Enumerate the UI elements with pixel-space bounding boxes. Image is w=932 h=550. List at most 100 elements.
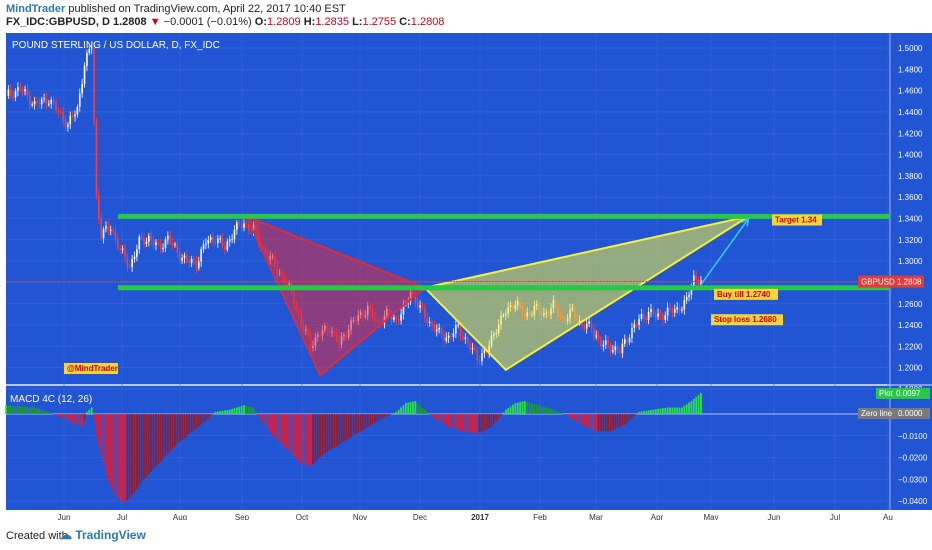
tradingview-logo[interactable]: ☁ TradingView bbox=[60, 528, 146, 542]
candle-body bbox=[126, 257, 129, 267]
macd-bar bbox=[357, 414, 360, 433]
macd-bar bbox=[443, 414, 445, 425]
macd-bar bbox=[700, 392, 702, 414]
chart-area[interactable]: 1.5000 1.4800 1.4600 1.4400 1.4200 1.4000 1.38… bbox=[0, 0, 932, 520]
macd-bar bbox=[497, 414, 500, 419]
macd-bar bbox=[257, 414, 260, 416]
candle-body bbox=[681, 309, 683, 311]
macd-bar bbox=[521, 401, 524, 414]
candle-body bbox=[181, 258, 183, 261]
candle-body bbox=[600, 338, 602, 347]
macd-bar bbox=[216, 411, 219, 414]
candle-body bbox=[433, 325, 436, 332]
candle-body bbox=[393, 317, 395, 320]
candle-body bbox=[78, 93, 81, 107]
macd-bar bbox=[197, 414, 200, 427]
macd-bar bbox=[235, 407, 238, 414]
candle-body bbox=[638, 318, 640, 325]
macd-bar bbox=[478, 414, 481, 433]
macd-bar bbox=[481, 414, 483, 432]
macd-bar bbox=[659, 408, 662, 414]
macd-bar bbox=[542, 406, 545, 414]
macd-bar bbox=[557, 411, 560, 414]
macd-bar bbox=[119, 414, 122, 500]
candle-body bbox=[207, 239, 210, 244]
candle-body bbox=[585, 323, 588, 329]
price-tick-label: 1.2200 bbox=[898, 342, 923, 351]
macd-bar bbox=[385, 414, 388, 417]
candle-body bbox=[669, 307, 671, 310]
macd-bar bbox=[131, 414, 134, 496]
macd-bar bbox=[431, 414, 433, 417]
macd-bar bbox=[231, 408, 233, 414]
macd-bar bbox=[471, 414, 474, 433]
macd-bar bbox=[281, 414, 283, 445]
price-tick-label: 1.3800 bbox=[898, 172, 923, 181]
watermark-label: @MindTrader bbox=[67, 364, 118, 373]
macd-bar bbox=[190, 414, 193, 433]
macd-bar bbox=[166, 414, 169, 454]
macd-bar bbox=[554, 410, 557, 414]
plot-badge-bg bbox=[876, 388, 930, 399]
candle-body bbox=[193, 258, 195, 261]
macd-bar bbox=[402, 405, 405, 414]
macd-bar bbox=[616, 414, 619, 429]
candle-body bbox=[588, 321, 590, 324]
time-tick-label: Mar bbox=[589, 513, 603, 520]
candle-body bbox=[640, 314, 643, 319]
symbol-label: FX_IDC:GBPUSD, D bbox=[6, 16, 110, 28]
candle-body bbox=[414, 293, 417, 303]
candle-body bbox=[595, 335, 598, 337]
macd-bar bbox=[588, 414, 590, 429]
time-tick-label: 2017 bbox=[471, 513, 489, 520]
macd-bar bbox=[493, 414, 495, 425]
candle-body bbox=[659, 313, 662, 316]
macd-bar bbox=[7, 405, 10, 414]
last-price-badge-value: 1.2808 bbox=[897, 278, 922, 287]
macd-bar bbox=[612, 414, 614, 431]
macd-bar bbox=[157, 414, 160, 465]
macd-bar bbox=[181, 414, 184, 441]
candle-body bbox=[117, 239, 119, 249]
candle-body bbox=[400, 314, 402, 321]
open-label: O: bbox=[254, 16, 268, 28]
macd-bar bbox=[426, 411, 429, 414]
macd-bar bbox=[81, 414, 84, 428]
macd-bar bbox=[55, 414, 57, 416]
macd-bar bbox=[57, 414, 60, 417]
candle-body bbox=[178, 252, 181, 261]
macd-bar bbox=[650, 410, 652, 414]
candle-body bbox=[678, 307, 681, 311]
candle-body bbox=[100, 218, 102, 239]
macd-bar bbox=[581, 414, 583, 425]
candle-body bbox=[455, 325, 457, 334]
macd-bar bbox=[97, 414, 100, 446]
candle-body bbox=[62, 112, 64, 121]
candle-body bbox=[38, 102, 41, 105]
candle-body bbox=[152, 240, 155, 246]
macd-bar bbox=[421, 407, 424, 414]
macd-bar bbox=[578, 414, 581, 424]
macd-bar bbox=[623, 414, 626, 425]
author-link[interactable]: MindTrader bbox=[6, 3, 66, 15]
macd-bar bbox=[500, 414, 502, 416]
macd-bar bbox=[124, 414, 126, 504]
macd-bar bbox=[105, 414, 107, 475]
macd-bar bbox=[640, 411, 643, 414]
candle-body bbox=[462, 336, 464, 340]
candle-body bbox=[476, 349, 479, 361]
candle-body bbox=[697, 279, 700, 285]
macd-bar bbox=[36, 408, 38, 414]
macd-bar bbox=[285, 414, 288, 449]
close-label: C: bbox=[399, 16, 411, 28]
macd-bar bbox=[647, 410, 650, 414]
candle-body bbox=[88, 49, 91, 53]
candle-body bbox=[228, 239, 231, 242]
time-tick-label: May bbox=[703, 513, 718, 520]
macd-bar bbox=[423, 409, 426, 414]
candle-body bbox=[652, 309, 655, 315]
candle-body bbox=[7, 89, 10, 96]
candle-body bbox=[183, 255, 186, 259]
candle-body bbox=[76, 106, 79, 115]
candle-body bbox=[169, 235, 172, 244]
